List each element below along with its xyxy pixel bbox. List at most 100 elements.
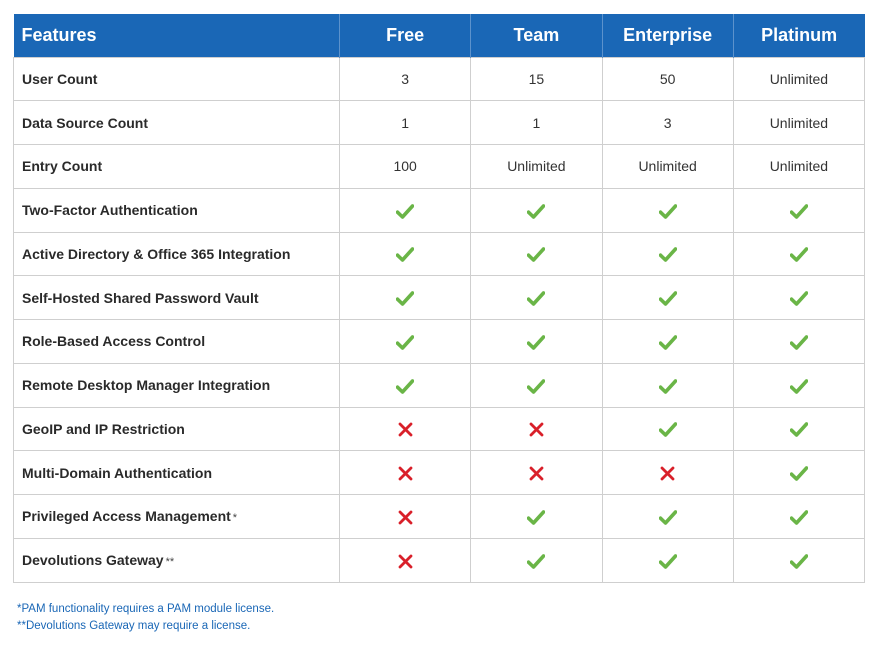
cell-enterprise: [601, 406, 734, 452]
check-icon: [658, 291, 677, 306]
footnote-pam: *PAM functionality requires a PAM module…: [17, 603, 275, 615]
cell-platinum: Unlimited: [732, 56, 866, 102]
feature-label: GeoIP and IP Restriction: [22, 420, 185, 437]
table-row: Privileged Access Management *: [13, 494, 866, 539]
cell-value: 15: [528, 70, 545, 87]
cell-team: [470, 362, 603, 408]
cell-team: [470, 406, 603, 452]
feature-cell: Role-Based Access Control: [13, 319, 340, 364]
footnote-marker: *: [232, 512, 238, 525]
cell-team: [470, 537, 603, 583]
cell-enterprise: [601, 187, 734, 233]
check-icon: [396, 247, 415, 263]
feature-label: Privileged Access Management: [22, 508, 231, 525]
cell-free: [338, 187, 472, 233]
cell-team: [470, 231, 603, 277]
feature-label: Data Source Count: [22, 114, 149, 131]
check-icon: [789, 334, 808, 350]
cross-icon: [529, 422, 544, 437]
feature-cell: User Count: [13, 56, 340, 102]
cross-icon: [398, 510, 413, 525]
table-row: Role-Based Access Control: [13, 319, 866, 364]
cell-platinum: [732, 494, 866, 539]
check-icon: [789, 247, 808, 263]
check-icon: [527, 247, 546, 263]
cell-free: 1: [338, 100, 472, 145]
cell-value: 100: [393, 158, 417, 175]
cell-enterprise: 3: [601, 100, 734, 145]
feature-label: Role-Based Access Control: [22, 333, 206, 350]
cell-platinum: [732, 537, 866, 583]
check-icon: [658, 247, 677, 263]
cell-free: 3: [338, 56, 472, 102]
cell-enterprise: Unlimited: [601, 144, 734, 189]
check-icon: [396, 291, 415, 306]
check-icon: [527, 203, 546, 219]
check-icon: [658, 422, 677, 438]
cell-platinum: [732, 450, 866, 495]
cross-icon: [660, 466, 675, 481]
footnote-gateway: **Devolutions Gateway may require a lice…: [17, 620, 251, 632]
check-icon: [658, 553, 677, 569]
footnotes: *PAM functionality requires a PAM module…: [17, 601, 274, 635]
check-icon: [396, 334, 415, 350]
feature-label: Remote Desktop Manager Integration: [22, 377, 271, 394]
feature-cell: Entry Count: [13, 144, 340, 189]
check-icon: [789, 378, 808, 394]
feature-cell: GeoIP and IP Restriction: [13, 406, 340, 452]
check-icon: [789, 203, 808, 219]
cell-free: [338, 231, 472, 277]
table-row: GeoIP and IP Restriction: [13, 406, 866, 452]
cell-team: [470, 187, 603, 233]
check-icon: [789, 509, 808, 525]
feature-cell: Devolutions Gateway **: [13, 537, 340, 583]
table-row: Two-Factor Authentication: [13, 187, 866, 233]
cross-icon: [529, 466, 544, 481]
check-icon: [658, 334, 677, 350]
header-features: Features: [13, 14, 340, 57]
check-icon: [658, 509, 677, 525]
cell-enterprise: [601, 319, 734, 364]
cross-icon: [398, 466, 413, 481]
check-icon: [789, 466, 808, 481]
check-icon: [396, 378, 415, 394]
cell-team: 15: [470, 56, 603, 102]
check-icon: [527, 378, 546, 394]
feature-cell: Active Directory & Office 365 Integratio…: [13, 231, 340, 277]
cell-value: Unlimited: [769, 158, 829, 175]
check-icon: [789, 553, 808, 569]
cell-platinum: [732, 362, 866, 408]
feature-cell: Remote Desktop Manager Integration: [13, 362, 340, 408]
feature-label: Self-Hosted Shared Password Vault: [22, 289, 259, 306]
cell-free: [338, 362, 472, 408]
header-plan-free: Free: [338, 14, 471, 57]
check-icon: [527, 334, 546, 350]
cell-team: 1: [470, 100, 603, 145]
cell-value: 3: [401, 70, 410, 87]
feature-cell: Privileged Access Management *: [13, 494, 340, 539]
cell-value: 1: [532, 114, 541, 131]
feature-label: Multi-Domain Authentication: [22, 464, 213, 481]
cell-team: [470, 450, 603, 495]
cell-value: Unlimited: [769, 114, 829, 131]
cell-team: [470, 494, 603, 539]
feature-cell: Data Source Count: [13, 100, 340, 145]
table-row: Data Source Count 1 1 3 Unlimited: [13, 100, 866, 145]
cross-icon: [398, 422, 413, 437]
check-icon: [527, 291, 546, 306]
cell-team: Unlimited: [470, 144, 603, 189]
cell-value: 3: [663, 114, 672, 131]
feature-label: Entry Count: [22, 158, 103, 175]
table-row: Multi-Domain Authentication: [13, 450, 866, 495]
table-row: Self-Hosted Shared Password Vault: [13, 275, 866, 320]
cell-value: Unlimited: [769, 70, 829, 87]
table-row: User Count 3 15 50 Unlimited: [13, 56, 866, 102]
check-icon: [658, 378, 677, 394]
check-icon: [527, 509, 546, 525]
cell-value: 1: [401, 114, 410, 131]
cell-free: [338, 319, 472, 364]
cell-platinum: [732, 406, 866, 452]
cell-enterprise: 50: [601, 56, 734, 102]
check-icon: [658, 203, 677, 219]
check-icon: [527, 553, 546, 569]
